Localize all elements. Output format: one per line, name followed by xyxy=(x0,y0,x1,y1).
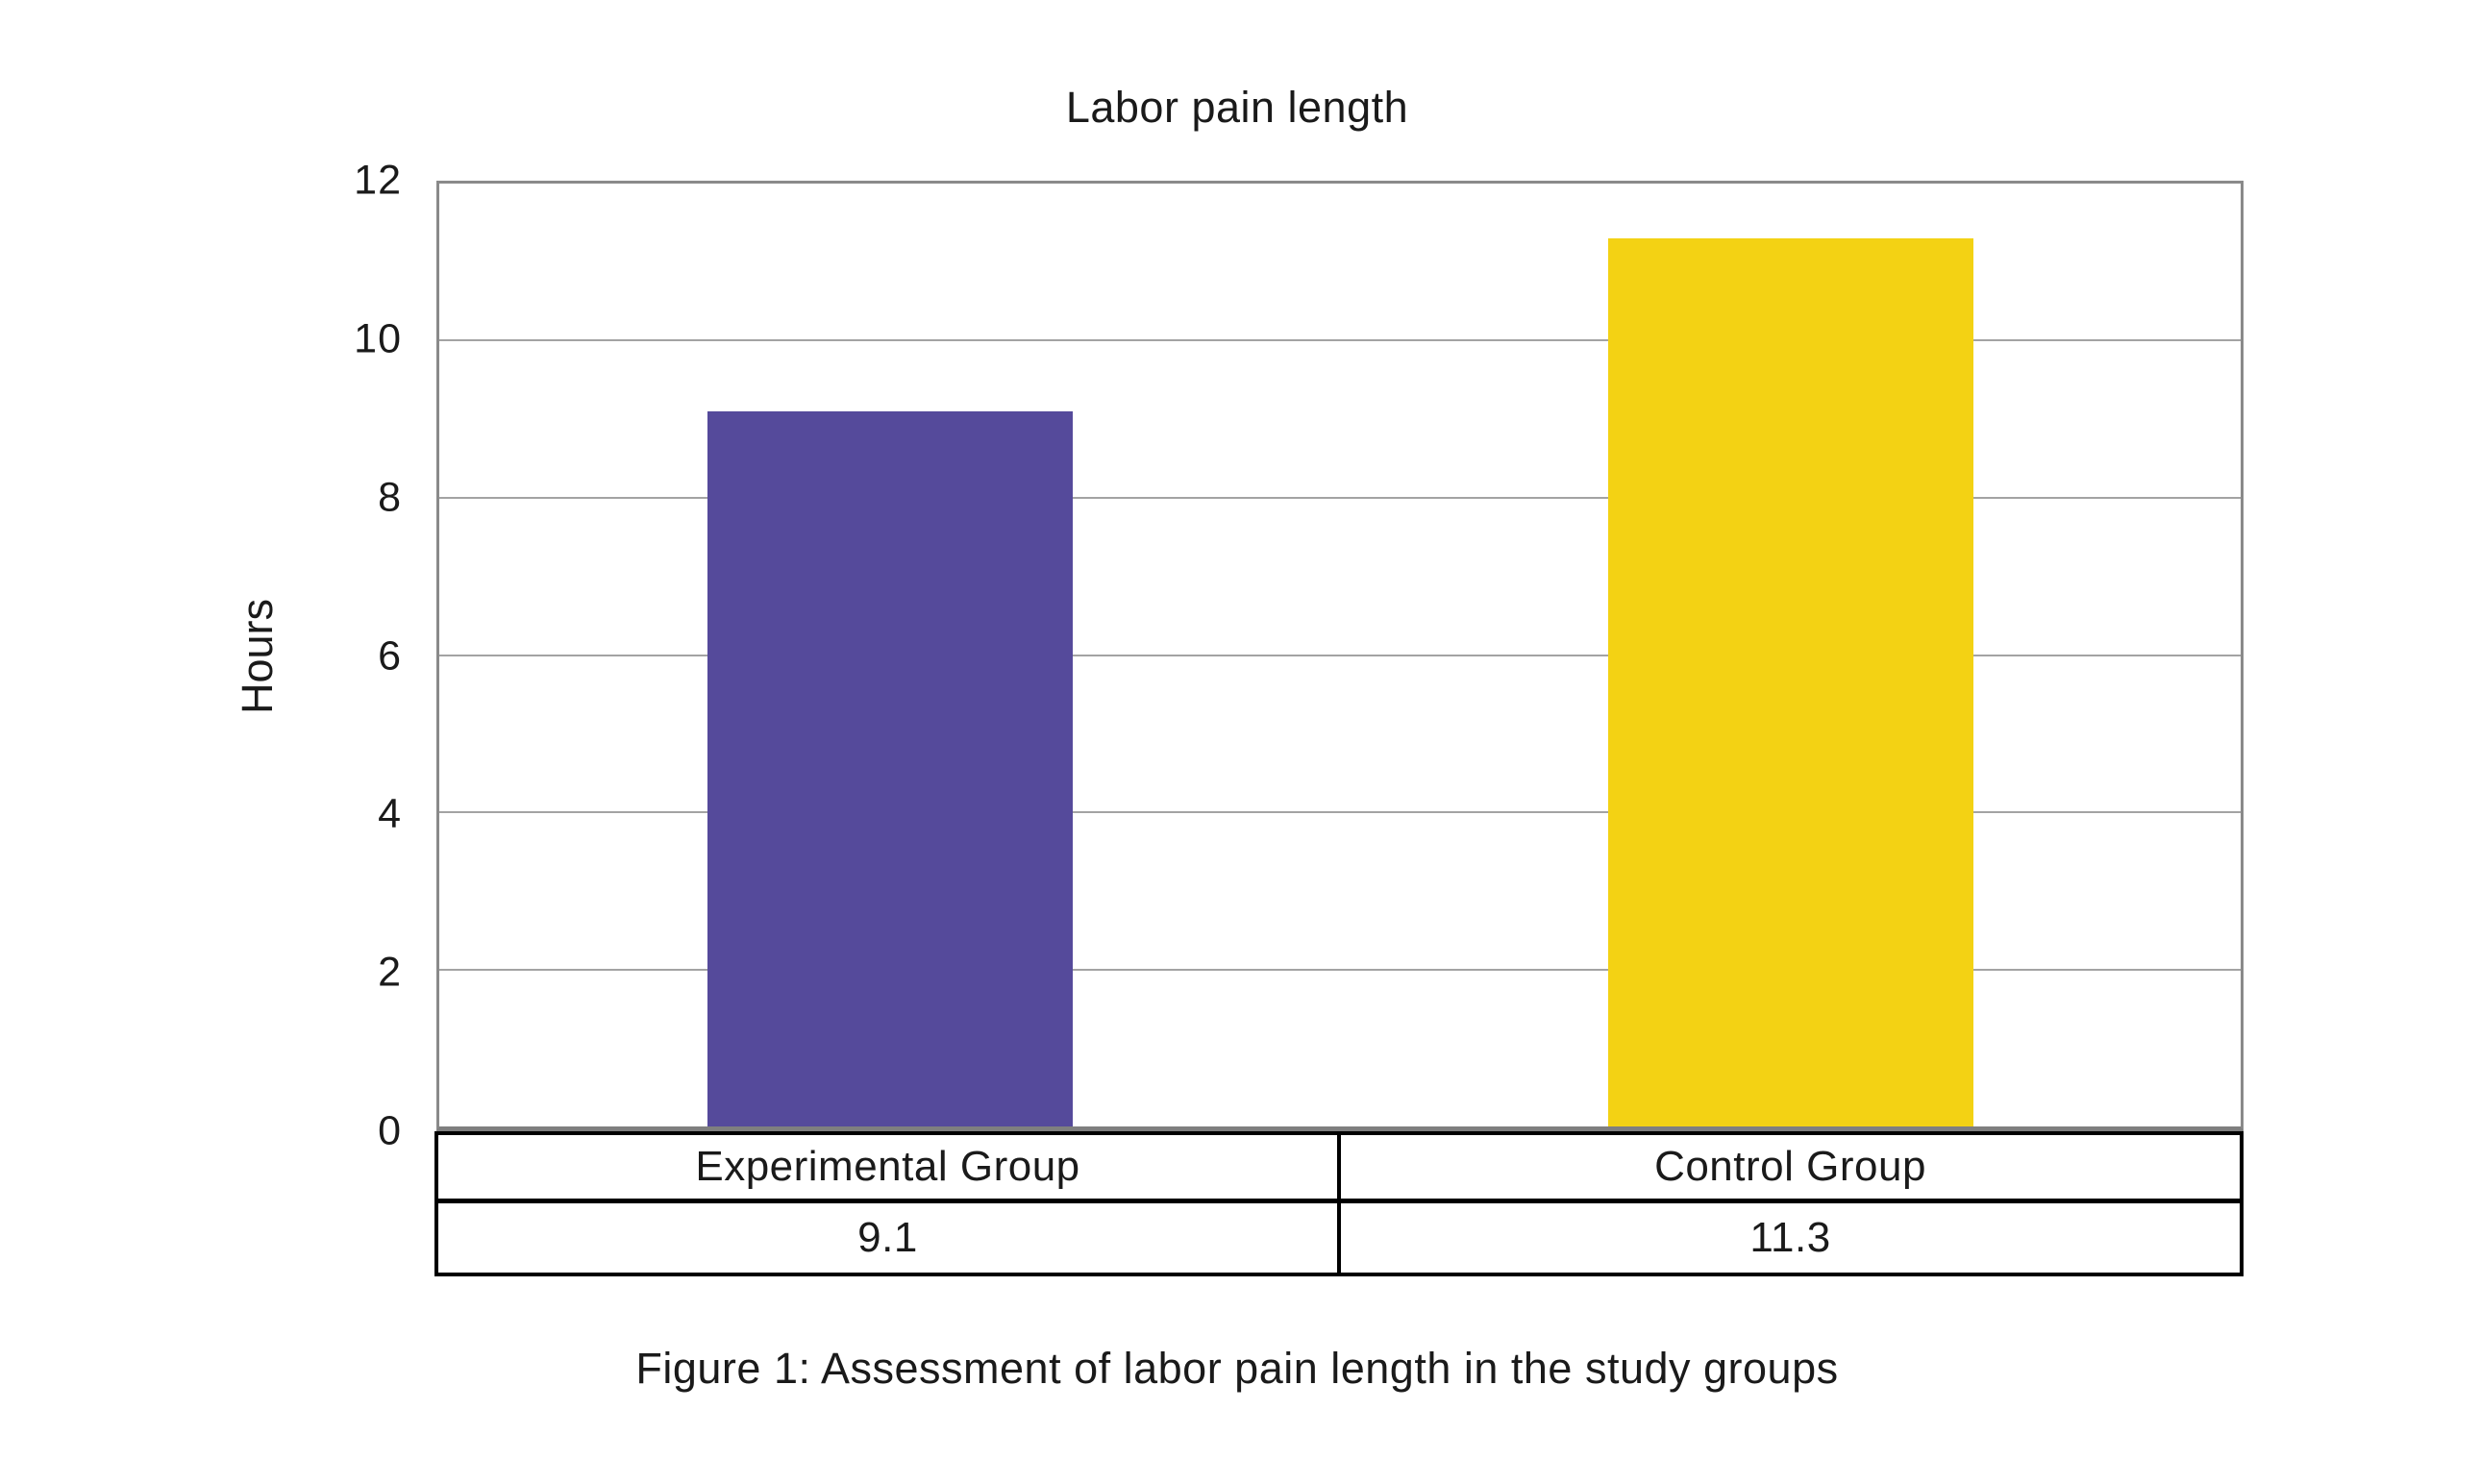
gridline-4 xyxy=(439,810,2241,813)
gridlines xyxy=(439,184,2241,1126)
chart-title: Labor pain length xyxy=(1065,83,1409,132)
y-tick-label-12: 12 xyxy=(354,157,402,204)
value-experimental-group: 9.1 xyxy=(438,1203,1341,1273)
y-tick-label-10: 10 xyxy=(354,315,402,362)
bar-experimental-group xyxy=(707,411,1073,1126)
y-tick-label-4: 4 xyxy=(378,790,402,837)
category-label-experimental-group: Experimental Group xyxy=(438,1135,1341,1199)
category-label-control-group: Control Group xyxy=(1654,1143,1926,1190)
category-value-table: Experimental Group Control Group 9.1 11.… xyxy=(434,1131,2244,1276)
plot-area xyxy=(436,181,2244,1131)
category-label-row: Experimental Group Control Group xyxy=(438,1135,2240,1203)
value-control-group: 11.3 xyxy=(1749,1214,1831,1261)
y-tick-label-8: 8 xyxy=(378,474,402,521)
y-tick-label-0: 0 xyxy=(378,1107,402,1154)
y-axis-tick-labels: 12 10 8 6 4 2 0 xyxy=(0,158,419,1154)
gridline-2 xyxy=(439,968,2241,971)
y-tick-label-6: 6 xyxy=(378,632,402,679)
gridline-8 xyxy=(439,496,2241,499)
gridline-10 xyxy=(439,339,2241,342)
bars xyxy=(439,184,2241,1126)
bar-control-group xyxy=(1607,238,1973,1126)
figure-caption: Figure 1: Assessment of labor pain lengt… xyxy=(635,1344,1839,1393)
y-tick-label-2: 2 xyxy=(378,949,402,996)
value-row: 9.1 11.3 xyxy=(438,1203,2240,1273)
gridline-6 xyxy=(439,654,2241,656)
